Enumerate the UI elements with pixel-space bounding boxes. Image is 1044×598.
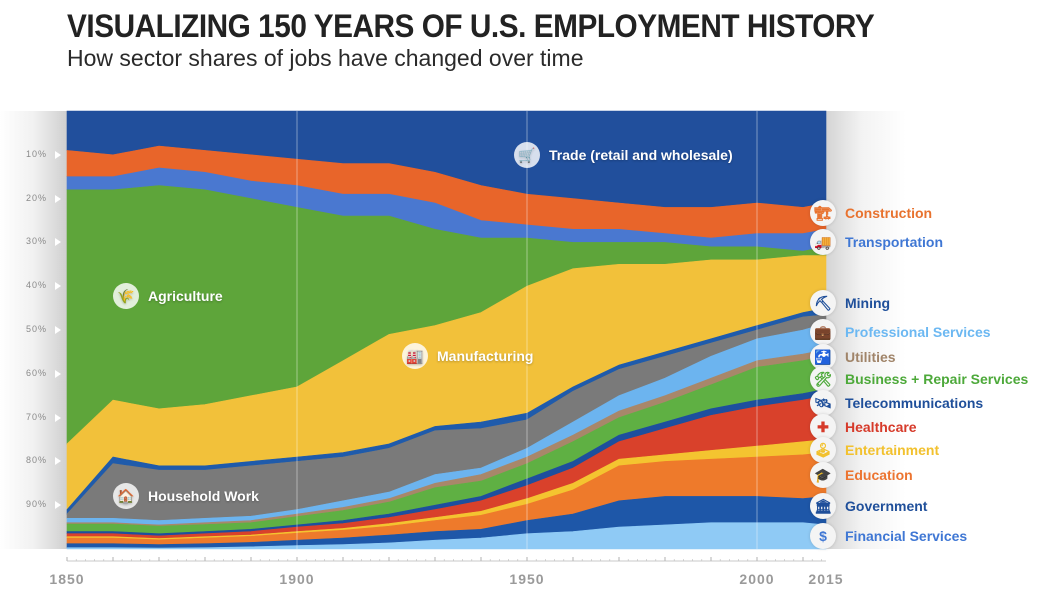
legend-item: 🕹 Entertainment [810,437,939,463]
wheat-icon: 🌾 [113,283,139,309]
legend-label: Education [845,467,913,483]
y-tick-arrow [55,413,61,422]
y-tick-label: 10% [26,148,48,159]
y-tick-label: 30% [26,236,48,247]
legend-label: Business + Repair Services [845,371,1029,387]
label-trade: 🛒 Trade (retail and wholesale) [514,142,733,168]
y-tick-arrow [55,369,61,378]
cross-icon: ✚ [810,414,836,440]
legend-item: 🎓 Education [810,462,913,488]
bank-icon: 🏛 [810,493,836,519]
y-tick-arrow [55,326,61,334]
legend-item: 🚚 Transportation [810,229,943,255]
legend-item: 🏛 Government [810,493,927,519]
area-financial-services [66,522,827,550]
y-tick-arrow [55,194,61,203]
graduation-cap-icon: 🎓 [810,462,836,488]
x-tick-label: 1950 [509,571,545,587]
label-trade-text: Trade (retail and wholesale) [549,147,733,163]
briefcase-icon: 💼 [810,319,836,345]
label-manufacturing: 🏭 Manufacturing [402,343,533,369]
house-icon: 🏠 [113,483,139,509]
legend-item: ⛏ Mining [810,290,890,316]
legend-label: Telecommunications [845,395,984,411]
y-tick-label: 80% [26,455,48,466]
legend-item: $ Financial Services [810,523,967,549]
y-tick-arrow [55,282,61,291]
x-tick-label: 2000 [739,571,775,587]
page-title: VISUALIZING 150 YEARS OF U.S. EMPLOYMENT… [67,8,875,44]
label-manufacturing-text: Manufacturing [437,348,534,364]
legend-label: Construction [845,205,933,221]
y-tick-arrow [55,501,61,510]
y-tick-label: 50% [26,324,48,334]
legend-item: 💼 Professional Services [810,319,991,345]
tools-icon: 🛠 [810,366,836,392]
y-tick-label: 70% [26,411,48,422]
legend-label: Financial Services [845,528,968,544]
y-tick-label: 90% [26,499,48,510]
legend-item: 🚰 Utilities [810,344,896,370]
legend-item: 🏗 Construction [810,200,932,226]
legend-item: 🛰 Telecommunications [810,390,983,416]
legend-panel-shade [826,111,906,549]
legend-label: Transportation [845,234,944,250]
satellite-icon: 🛰 [810,390,836,416]
legend-label: Professional Services [845,324,991,340]
y-tick-arrow [55,457,61,466]
label-agriculture-text: Agriculture [148,288,223,304]
x-tick-label: 1850 [49,571,85,587]
y-tick-label: 40% [26,280,48,291]
factory-icon: 🏭 [402,343,428,369]
y-tick-label: 20% [26,192,48,203]
joystick-icon: 🕹 [810,437,836,463]
faucet-icon: 🚰 [810,344,836,370]
crane-icon: 🏗 [810,200,836,226]
legend-label: Government [845,498,928,514]
money-bag-icon: $ [810,523,836,549]
truck-icon: 🚚 [810,229,836,255]
legend-label: Entertainment [845,442,940,458]
label-household-text: Household Work [148,488,259,504]
legend-label: Healthcare [845,419,917,435]
cart-icon: 🛒 [514,142,540,168]
x-tick-label: 2015 [808,571,844,587]
legend-item: ✚ Healthcare [810,414,917,440]
label-household: 🏠 Household Work [113,483,259,509]
legend-label: Utilities [845,349,896,365]
legend-label: Mining [845,295,891,311]
label-agriculture: 🌾 Agriculture [113,283,223,309]
y-tick-arrow [55,238,61,247]
y-tick-label: 60% [26,367,48,378]
y-tick-arrow [55,150,61,159]
page-subtitle: How sector shares of jobs have changed o… [67,45,584,71]
pickaxe-icon: ⛏ [810,290,836,316]
x-tick-label: 1900 [279,571,315,587]
legend-item: 🛠 Business + Repair Services [810,366,1028,392]
